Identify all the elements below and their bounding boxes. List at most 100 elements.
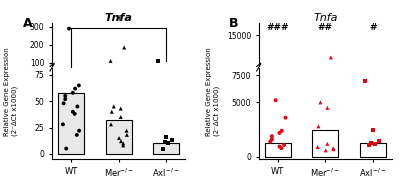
Point (124, 133, 130, 136)
Point (116, 137, 122, 140)
Point (70, 72, 76, 75)
Point (169, 139, 175, 142)
Bar (58, 93, 84, 154)
Point (120, 144, 126, 147)
Point (155, 36, 162, 40)
Point (315, 125, 322, 128)
Point (328, 8, 334, 11)
Point (76, 84, 82, 87)
Point (376, 139, 382, 142)
Point (162, 141, 168, 144)
Point (123, 129, 130, 132)
Point (368, 141, 374, 144)
Point (165, 77, 172, 81)
Bar (106, 120, 132, 154)
Point (362, 152, 368, 156)
Point (121, 46, 127, 49)
Point (108, 72, 115, 75)
Point (118, 73, 124, 76)
Point (269, 138, 275, 141)
Point (62, 94, 68, 98)
Text: A: A (23, 17, 32, 30)
Point (62, 70, 68, 73)
Point (108, 74, 114, 77)
Point (107, 36, 114, 40)
Bar (153, 79, 179, 81)
Point (120, 78, 126, 81)
Point (314, 57, 320, 60)
Point (330, 147, 336, 150)
Point (72, 72, 78, 75)
Text: ###: ### (266, 23, 289, 32)
Point (276, 131, 283, 134)
Point (370, 128, 376, 131)
Point (120, 142, 126, 145)
Point (362, 79, 368, 82)
Point (74, 133, 80, 136)
Bar (265, 143, 291, 157)
Point (165, 142, 172, 145)
Point (282, 116, 289, 119)
Point (324, 106, 330, 109)
Point (66, 27, 72, 30)
Point (107, 59, 114, 62)
Point (70, 69, 76, 72)
Text: Relative Gene Expression
(2⁻ΔCt x1000): Relative Gene Expression (2⁻ΔCt x1000) (206, 47, 220, 136)
Text: #: # (369, 23, 377, 32)
Point (160, 147, 166, 150)
Point (314, 146, 321, 149)
Point (272, 179, 279, 182)
Point (278, 129, 285, 132)
Text: *: * (116, 14, 122, 27)
Point (372, 142, 378, 145)
Point (163, 76, 169, 79)
Point (74, 71, 80, 74)
Point (169, 77, 175, 80)
Point (162, 77, 168, 80)
Point (62, 69, 68, 72)
Point (163, 135, 169, 139)
Point (278, 147, 284, 150)
Point (322, 149, 329, 152)
Point (72, 87, 78, 90)
Point (60, 74, 66, 77)
Point (317, 101, 324, 104)
Point (123, 75, 130, 78)
Point (276, 145, 283, 148)
Point (324, 142, 330, 145)
Point (324, 190, 330, 193)
Point (267, 140, 274, 143)
Text: B: B (229, 17, 239, 30)
Text: ##: ## (318, 23, 333, 32)
Text: Relative Gene Expression
(2⁻ΔCt x1000): Relative Gene Expression (2⁻ΔCt x1000) (4, 47, 18, 136)
Point (317, 182, 324, 185)
Point (116, 76, 122, 80)
Point (155, 59, 162, 62)
Point (72, 112, 78, 115)
Point (120, 77, 126, 81)
Title: Tnfa: Tnfa (105, 12, 133, 23)
Bar (312, 130, 338, 157)
Point (110, 105, 117, 108)
Point (72, 68, 78, 71)
Point (269, 135, 275, 138)
Point (60, 70, 67, 74)
Point (124, 76, 130, 79)
Point (62, 98, 68, 101)
Point (70, 110, 76, 113)
Point (330, 148, 337, 151)
Point (366, 143, 372, 146)
Point (60, 123, 66, 126)
Point (118, 115, 124, 119)
Point (76, 75, 82, 78)
Bar (153, 143, 179, 154)
Bar (58, 70, 84, 81)
Point (70, 91, 76, 94)
Point (110, 71, 117, 74)
Point (118, 107, 124, 110)
Title: Tnfa: Tnfa (313, 12, 338, 23)
Point (272, 99, 279, 102)
Point (108, 123, 114, 126)
Bar (106, 75, 132, 81)
Point (160, 78, 166, 81)
